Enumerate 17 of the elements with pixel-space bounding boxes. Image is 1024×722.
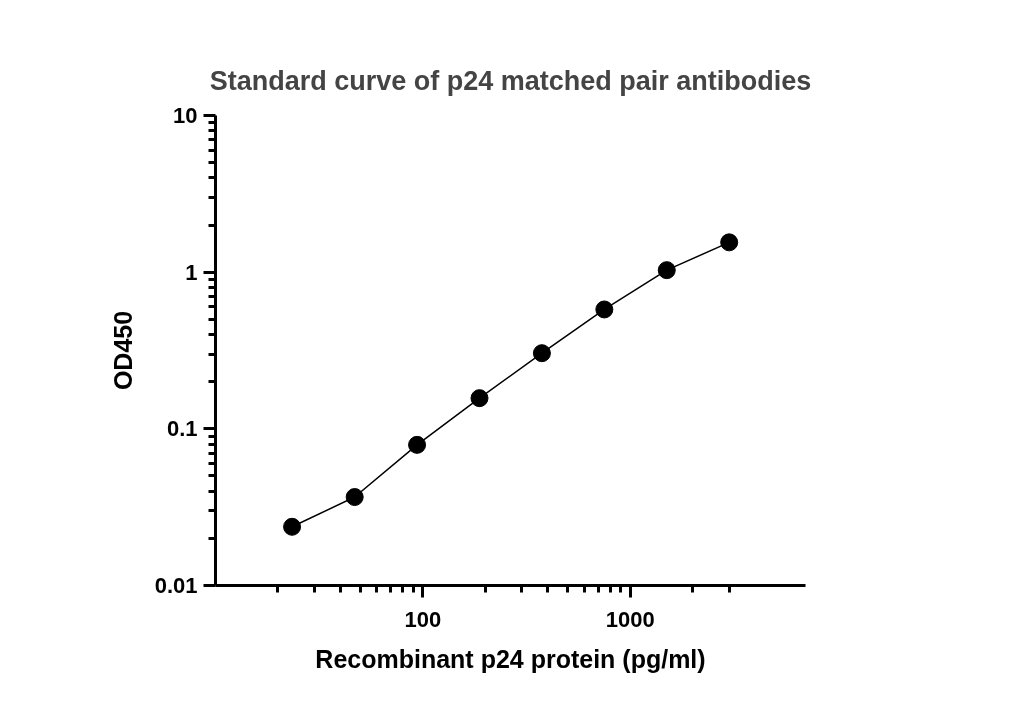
y-tick-label: 0.1 — [166, 416, 198, 442]
y-axis-title: OD450 — [108, 310, 137, 391]
point — [532, 344, 551, 363]
point — [470, 389, 489, 408]
chart-title: Standard curve of p24 matched pair antibodies — [209, 65, 812, 96]
point — [720, 233, 739, 252]
point — [408, 435, 427, 454]
point — [657, 261, 676, 280]
point — [283, 517, 302, 536]
point — [345, 488, 364, 507]
x-tick-label: 100 — [404, 606, 442, 632]
x-axis-title: Recombinant p24 protein (pg/ml) — [315, 644, 706, 673]
x-tick-label: 1000 — [605, 606, 655, 632]
y-tick-label: 1 — [185, 259, 198, 285]
point — [595, 300, 614, 319]
y-tick-label: 10 — [173, 103, 198, 128]
y-tick-label: 0.01 — [154, 573, 198, 598]
